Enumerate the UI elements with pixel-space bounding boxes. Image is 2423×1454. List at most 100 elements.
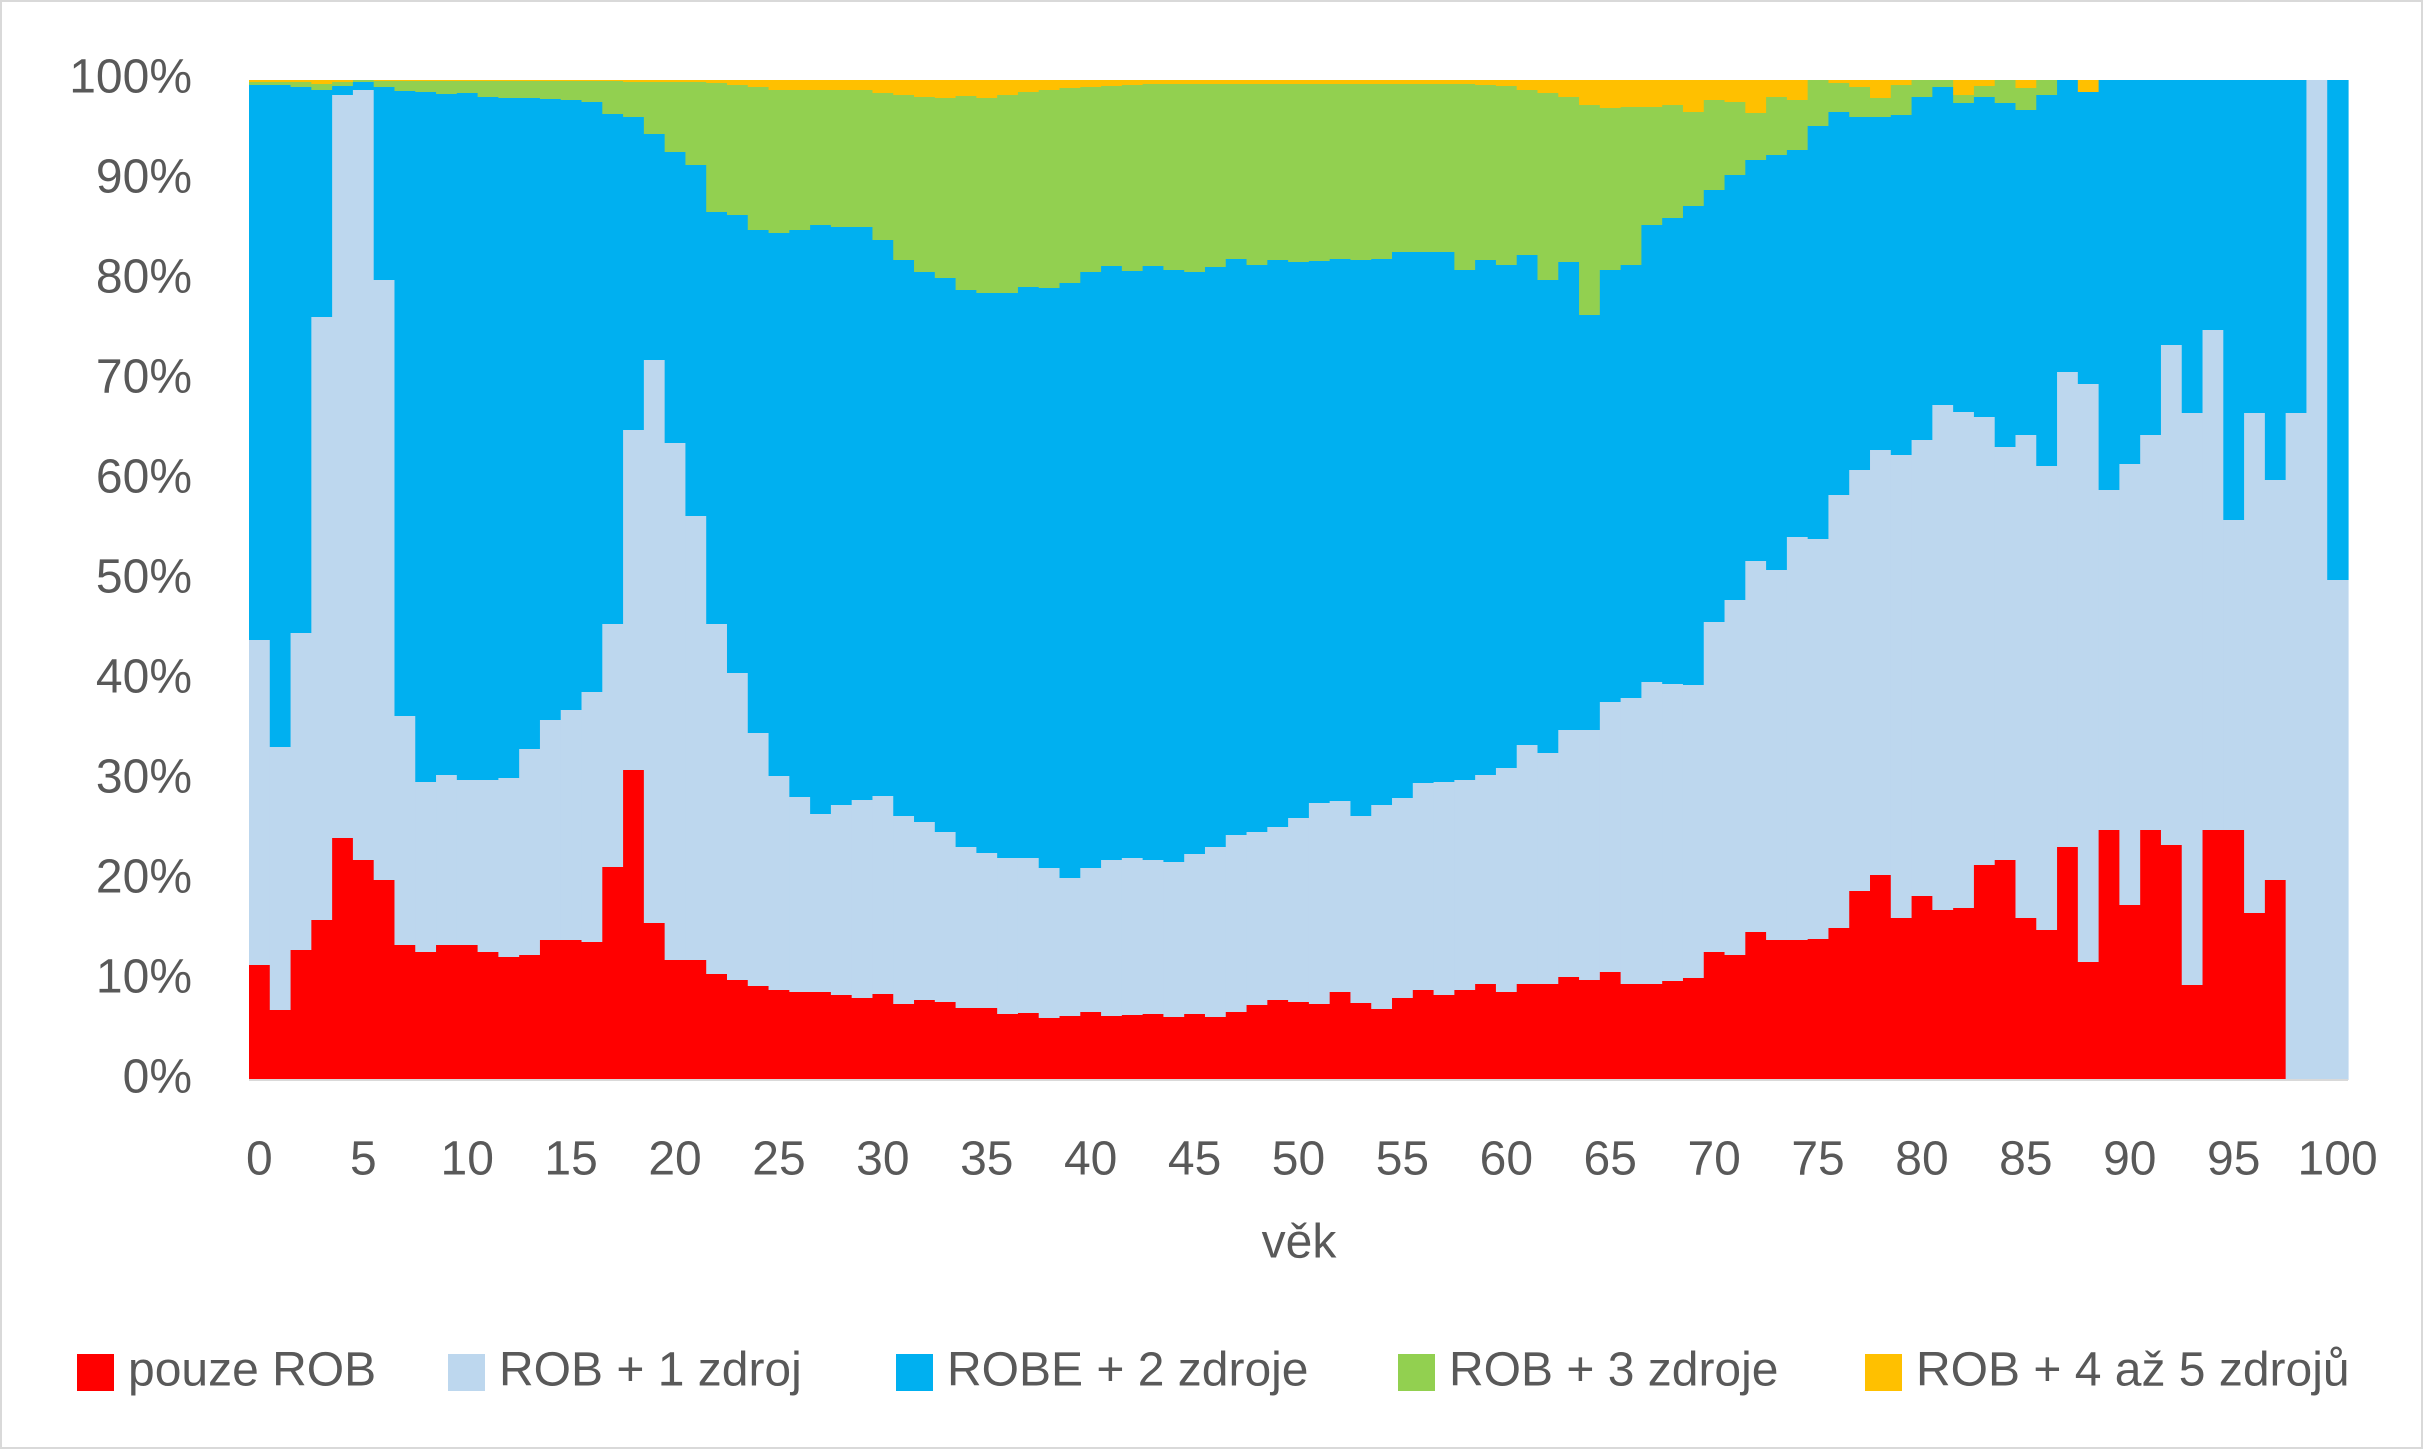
bar-segment: [1516, 80, 1539, 90]
bar-segment: [1080, 1012, 1102, 1080]
bar-segment: [893, 95, 915, 260]
bar-segment: [352, 90, 375, 860]
bar-segment: [768, 233, 790, 776]
bar-segment: [2036, 80, 2058, 95]
bar-segment: [1703, 622, 1726, 952]
bar-segment: [1121, 858, 1144, 1015]
bar-segment: [2223, 80, 2245, 520]
bar-segment: [893, 80, 915, 95]
bar-segment: [685, 82, 707, 165]
bar-segment: [872, 796, 894, 994]
bar-segment: [311, 317, 333, 920]
bar-segment: [1662, 218, 1684, 684]
bar-segment: [1246, 1005, 1268, 1080]
bar-segment: [1142, 84, 1165, 266]
bar-segment: [2160, 345, 2183, 845]
bar-segment: [332, 838, 354, 1080]
bar-segment: [1495, 992, 1518, 1080]
bar-segment: [685, 960, 707, 1080]
bar-segment: [1558, 977, 1580, 1080]
bar-segment: [726, 215, 749, 673]
bar-segment: [2015, 80, 2037, 88]
bar-segment: [581, 102, 603, 692]
bar-segment: [2327, 580, 2349, 1080]
bar-segment: [2181, 80, 2204, 413]
bar-segment: [1225, 835, 1248, 1012]
bar-segment: [2015, 110, 2037, 435]
bar-segment: [1017, 1013, 1040, 1080]
bar-segment: [311, 90, 333, 317]
bar-segment: [685, 80, 707, 82]
bar-segment: [851, 800, 874, 998]
bar-segment: [934, 278, 957, 832]
bar-segment: [1786, 537, 1809, 940]
bar-segment: [851, 80, 874, 90]
bar-segment: [955, 290, 977, 847]
bar-segment: [1121, 80, 1144, 85]
bar-segment: [1724, 175, 1746, 600]
bar-segment: [1828, 112, 1850, 495]
bar-segment: [623, 82, 645, 117]
bar-segment: [1641, 225, 1663, 682]
bar-segment: [1994, 80, 2017, 103]
bar-segment: [955, 80, 977, 96]
legend-label: pouze ROB: [128, 1344, 376, 1397]
bar-segment: [810, 90, 832, 225]
bar-segment: [1350, 1003, 1372, 1080]
bar-segment: [373, 280, 396, 880]
bar-segment: [1849, 87, 1871, 117]
bar-segment: [436, 81, 458, 94]
bar-segment: [1537, 93, 1559, 280]
x-tick-label: 90: [2103, 1133, 2156, 1186]
bar-segment: [2098, 80, 2120, 490]
bar-segment: [2119, 905, 2141, 1080]
bar-segment: [581, 80, 603, 81]
bar-segment: [955, 847, 977, 1008]
bar-segment: [1516, 984, 1539, 1080]
bar-segment: [706, 83, 728, 212]
bar-segment: [2057, 372, 2079, 847]
bar-segment: [332, 82, 354, 86]
bar-segment: [789, 230, 811, 797]
bar-segment: [1682, 80, 1705, 112]
x-tick-label: 40: [1064, 1133, 1117, 1186]
x-tick-label: 50: [1272, 1133, 1325, 1186]
bar-segment: [1786, 940, 1809, 1080]
bar-segment: [269, 80, 292, 82]
bar-segment: [249, 82, 271, 85]
bar-segment: [1433, 995, 1455, 1080]
bar-segment: [477, 952, 499, 1080]
bar-segment: [1371, 259, 1393, 805]
bar-segment: [581, 692, 603, 942]
bar-segment: [1059, 1016, 1081, 1080]
bar-segment: [519, 98, 541, 749]
bar-segment: [436, 945, 458, 1080]
bar-segment: [1620, 984, 1643, 1080]
bar-segment: [373, 87, 396, 280]
bar-segment: [1288, 84, 1310, 262]
bar-segment: [456, 945, 479, 1080]
bar-segment: [2015, 88, 2037, 110]
bar-segment: [2036, 466, 2058, 930]
bar-segment: [1537, 984, 1559, 1080]
bar-segment: [1516, 745, 1539, 984]
bar-segment: [1080, 868, 1102, 1012]
bar-segment: [706, 212, 728, 624]
bar-segment: [1080, 80, 1102, 87]
bar-segment: [1579, 105, 1601, 315]
legend-label: ROB + 4 až 5 zdrojů: [1916, 1344, 2350, 1397]
bar-segment: [1495, 86, 1518, 265]
x-tick-label: 30: [856, 1133, 909, 1186]
bar-segment: [1599, 108, 1622, 270]
bar-segment: [1537, 753, 1559, 984]
bar-segment: [872, 240, 894, 796]
x-tick-label: 5: [350, 1133, 377, 1186]
bar-segment: [997, 1014, 1019, 1080]
bar-segment: [1745, 561, 1767, 932]
bar-segment: [1412, 80, 1435, 84]
bar-segment: [269, 1010, 292, 1080]
bar-segment: [560, 81, 583, 100]
bar-segment: [664, 443, 687, 960]
legend-swatch: [1398, 1354, 1435, 1391]
bar-segment: [1953, 80, 1975, 95]
